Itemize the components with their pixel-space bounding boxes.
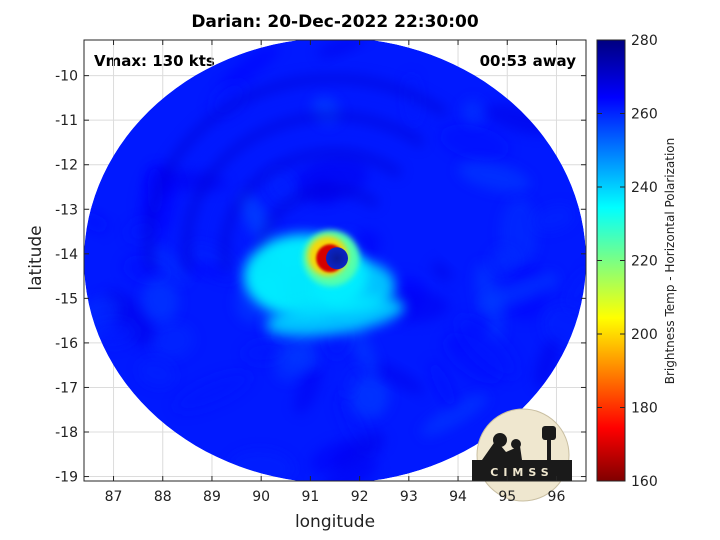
logo-water-tower: [542, 426, 556, 440]
texture-blotch: [462, 99, 486, 125]
texture-blotch: [349, 375, 390, 419]
logo-dish: [511, 439, 521, 449]
y-tick-label: -13: [55, 202, 78, 218]
texture-blotch: [443, 333, 504, 384]
texture-blotch: [373, 362, 425, 394]
logo-building: [482, 440, 522, 460]
y-tick-label: -16: [55, 336, 78, 352]
x-tick-label: 88: [154, 489, 172, 505]
texture-blotch: [90, 319, 137, 347]
texture-blotch: [458, 161, 531, 192]
y-tick-label: -11: [55, 113, 78, 129]
colorbar-tick-label: 200: [631, 327, 658, 343]
texture-blotch: [421, 393, 488, 437]
swath-image: [84, 40, 586, 481]
texture-blotch: [142, 277, 179, 323]
texture-blotch: [149, 245, 189, 284]
storm-eye: [326, 247, 348, 270]
x-axis: 87 88 89 90 91 92 93 94 95 96: [105, 40, 566, 505]
storm-core: [243, 230, 405, 337]
time-away-label: 00:53 away: [479, 52, 576, 70]
texture-blotch: [309, 441, 357, 474]
texture-blotch: [265, 170, 298, 205]
chart-title: Darian: 20-Dec-2022 22:30:00: [191, 12, 479, 32]
y-axis: -10 -11 -12 -13 -14 -15 -16 -17 -18 -19: [55, 69, 586, 486]
spiral-arc: [143, 73, 449, 272]
spiral-arc: [181, 110, 426, 272]
texture-blotch: [456, 315, 519, 379]
texture-blotch: [317, 40, 365, 58]
y-tick-label: -17: [55, 380, 78, 396]
texture-blotch: [221, 44, 280, 90]
colorbar-tick-label: 280: [631, 33, 658, 49]
colorbar-tick-label: 220: [631, 254, 658, 270]
texture-blotch: [534, 338, 560, 389]
texture-blotch: [294, 364, 323, 415]
colorbar-tick-label: 180: [631, 401, 658, 417]
colorbar-tick-label: 240: [631, 180, 658, 196]
y-tick-label: -18: [55, 425, 78, 441]
x-tick-label: 91: [301, 489, 319, 505]
colorbar-tick-label: 260: [631, 107, 658, 123]
texture-blotch: [489, 247, 518, 274]
vmax-label: Vmax: 130 kts: [94, 52, 215, 70]
texture-blotch: [150, 323, 194, 359]
x-tick-label: 96: [548, 489, 566, 505]
logo-tower-leg: [547, 440, 551, 460]
x-tick-label: 93: [400, 489, 418, 505]
y-tick-label: -15: [55, 291, 78, 307]
logo-dish: [493, 433, 507, 447]
spiral-arc: [219, 148, 403, 272]
x-tick-label: 87: [105, 489, 123, 505]
x-axis-label: longitude: [294, 512, 376, 532]
logo-banner: [472, 460, 572, 481]
x-tick-label: 90: [252, 489, 270, 505]
x-tick-label: 95: [498, 489, 516, 505]
texture-blotch: [188, 263, 232, 279]
y-tick-label: -19: [55, 470, 78, 486]
texture-blotch: [321, 458, 378, 481]
cimss-logo: CIMSS: [472, 408, 572, 502]
texture-blotch: [439, 124, 510, 161]
colorbar-axis: 160 180 200 220 240 260 280: [597, 33, 658, 490]
texture-blotch: [533, 205, 575, 232]
x-tick-label: 92: [351, 489, 369, 505]
plot-frame: [83, 39, 587, 482]
texture-blotch: [138, 359, 176, 387]
texture-blotch: [274, 345, 307, 381]
texture-blotch: [431, 261, 452, 281]
texture-blotch: [482, 273, 559, 309]
logo-text: CIMSS: [490, 466, 553, 479]
y-tick-label: -12: [55, 158, 78, 174]
texture-blotch: [343, 364, 361, 397]
colorbar-tick-label: 160: [631, 474, 658, 490]
texture-blotch: [429, 360, 456, 409]
x-tick-label: 94: [449, 489, 467, 505]
y-tick-label: -14: [55, 247, 78, 263]
texture-blotch: [173, 371, 252, 413]
y-tick-label: -10: [55, 69, 78, 85]
x-tick-label: 89: [203, 489, 221, 505]
